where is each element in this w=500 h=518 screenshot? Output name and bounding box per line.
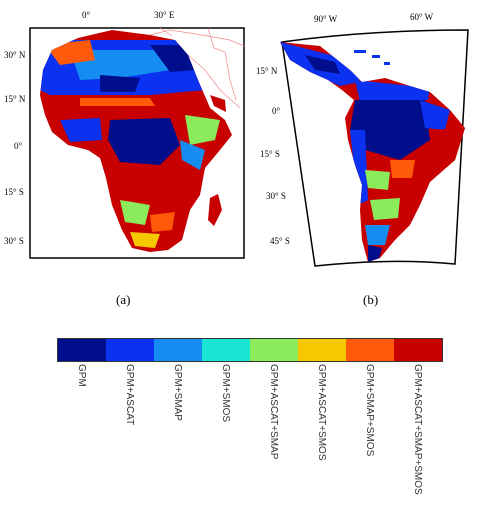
colorbar-labels: GPM GPM+ASCAT GPM+SMAP GPM+SMOS GPM+ASCAT+SM…	[57, 364, 441, 514]
sa-lat-tick: 45° S	[270, 236, 290, 246]
colorbar-swatch	[394, 339, 442, 361]
sa-lat-tick: 15° N	[256, 66, 278, 76]
colorbar-label: GPM+ASCAT	[124, 364, 135, 426]
panel-label-a: (a)	[116, 292, 131, 307]
africa-lat-tick: 15° S	[4, 187, 24, 197]
colorbar-label: GPM+ASCAT+SMAP	[268, 364, 279, 460]
africa-map-canvas	[29, 27, 245, 259]
colorbar-label: GPM+SMAP+SMOS	[364, 364, 375, 457]
colorbar-label: GPM	[76, 364, 87, 387]
africa-lon-tick: 30° E	[154, 10, 175, 20]
sa-lat-tick: 15° S	[260, 149, 280, 159]
africa-lon-tick: 0°	[82, 10, 91, 20]
colorbar-label: GPM+SMOS	[220, 364, 231, 423]
colorbar-swatch	[250, 339, 298, 361]
colorbar-swatch	[346, 339, 394, 361]
africa-map: 0° 30° E 30° N 15° N 0° 15° S 30° S (a)	[0, 0, 250, 310]
africa-lat-tick: 0°	[14, 141, 23, 151]
colorbar-swatch	[298, 339, 346, 361]
africa-lat-tick: 15° N	[4, 94, 26, 104]
colorbar-swatch	[58, 339, 106, 361]
colorbar-label: GPM+SMAP	[172, 364, 183, 421]
sa-lon-tick: 60° W	[410, 12, 434, 22]
colorbar-label: GPM+ASCAT+SMAP+SMOS	[412, 364, 423, 495]
madagascar	[208, 194, 222, 226]
caribbean-islands	[354, 50, 390, 65]
south-america-map: 90° W 60° W 15° N 0° 15° S 30° S 45° S (…	[250, 0, 500, 310]
sa-lat-tick: 30° S	[266, 191, 286, 201]
panel-label-b: (b)	[363, 292, 379, 307]
africa-lat-tick: 30° N	[4, 50, 26, 60]
africa-lat-tick: 30° S	[4, 236, 24, 246]
colorbar	[57, 338, 443, 362]
south-america-map-canvas	[280, 29, 469, 267]
colorbar-swatch	[202, 339, 250, 361]
colorbar-swatch	[154, 339, 202, 361]
arabian-peninsula	[210, 95, 226, 112]
africa-neighbor-boundaries	[149, 27, 245, 109]
sa-lat-tick: 0°	[272, 106, 281, 116]
colorbar-swatch	[106, 339, 154, 361]
colorbar-label: GPM+ASCAT+SMOS	[316, 364, 327, 461]
sa-lon-tick: 90° W	[314, 14, 338, 24]
